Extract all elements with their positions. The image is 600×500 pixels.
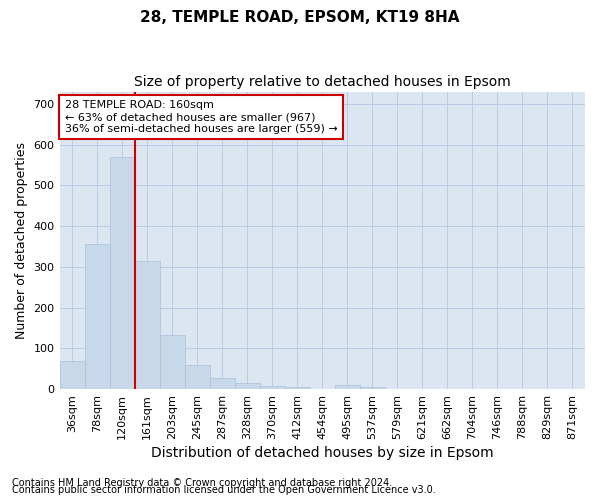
Bar [335, 385, 360, 389]
Y-axis label: Number of detached properties: Number of detached properties [15, 142, 28, 339]
Bar [209, 378, 235, 389]
Bar [360, 387, 385, 389]
Text: Contains public sector information licensed under the Open Government Licence v3: Contains public sector information licen… [12, 485, 436, 495]
Bar [260, 386, 285, 389]
Bar [185, 366, 209, 389]
X-axis label: Distribution of detached houses by size in Epsom: Distribution of detached houses by size … [151, 446, 494, 460]
Text: 28 TEMPLE ROAD: 160sqm
← 63% of detached houses are smaller (967)
36% of semi-de: 28 TEMPLE ROAD: 160sqm ← 63% of detached… [65, 100, 338, 134]
Bar [59, 362, 85, 389]
Title: Size of property relative to detached houses in Epsom: Size of property relative to detached ho… [134, 75, 511, 89]
Text: Contains HM Land Registry data © Crown copyright and database right 2024.: Contains HM Land Registry data © Crown c… [12, 478, 392, 488]
Bar [160, 335, 185, 389]
Bar [85, 244, 110, 389]
Bar [285, 387, 310, 389]
Bar [235, 384, 260, 389]
Bar [134, 260, 160, 389]
Text: 28, TEMPLE ROAD, EPSOM, KT19 8HA: 28, TEMPLE ROAD, EPSOM, KT19 8HA [140, 10, 460, 25]
Bar [110, 157, 134, 389]
